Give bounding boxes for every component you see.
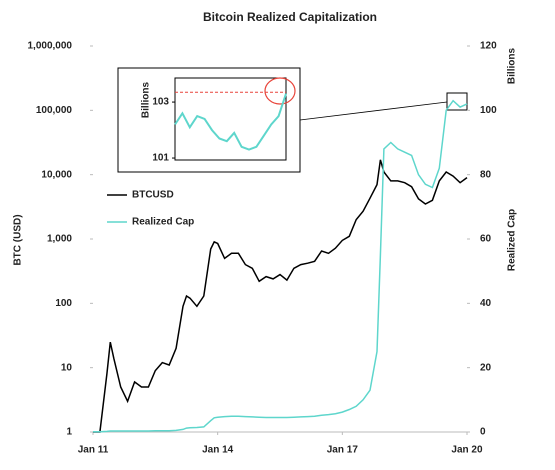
y-axis-label: BTC (USD) xyxy=(13,214,24,265)
y2-tick-label: 100 xyxy=(480,105,497,116)
y-tick-label: 100,000 xyxy=(36,105,73,116)
chart-title: Bitcoin Realized Capitalization xyxy=(203,10,377,24)
y2-axis-label: Realized Cap xyxy=(507,209,518,271)
x-tick-label: Jan 20 xyxy=(451,445,483,456)
y2-tick-label: 0 xyxy=(480,427,486,438)
y-tick-label: 100 xyxy=(55,298,72,309)
y2-tick-label: 40 xyxy=(480,298,492,309)
inset-tick-label: 101 xyxy=(152,153,169,164)
y-tick-label: 1,000 xyxy=(47,234,72,245)
zoom-box xyxy=(446,92,468,111)
y-tick-label: 10,000 xyxy=(41,169,72,180)
x-tick-label: Jan 14 xyxy=(202,445,234,456)
y-tick-label: 1 xyxy=(66,427,72,438)
y2-tick-label: 20 xyxy=(480,362,492,373)
highlight-circle xyxy=(264,77,296,105)
legend-label: BTCUSD xyxy=(132,190,174,201)
y2-unit-label: Billions xyxy=(507,48,518,85)
inset-frame xyxy=(117,67,301,173)
series-line xyxy=(93,159,468,433)
x-tick-label: Jan 17 xyxy=(327,445,359,456)
inset-tick-label: 103 xyxy=(152,97,169,108)
y2-tick-label: 120 xyxy=(480,41,497,52)
series-line xyxy=(93,99,468,433)
x-tick-label: Jan 11 xyxy=(78,445,109,456)
y-tick-label: 10 xyxy=(61,362,73,373)
y2-tick-label: 80 xyxy=(480,169,492,180)
inset-plot-frame xyxy=(174,77,287,161)
inset-line xyxy=(174,93,287,151)
y-tick-label: 1,000,000 xyxy=(28,41,73,52)
inset-y-label: Billions xyxy=(141,82,152,119)
legend-label: Realized Cap xyxy=(132,217,194,228)
connector xyxy=(299,101,448,121)
y2-tick-label: 60 xyxy=(480,234,492,245)
